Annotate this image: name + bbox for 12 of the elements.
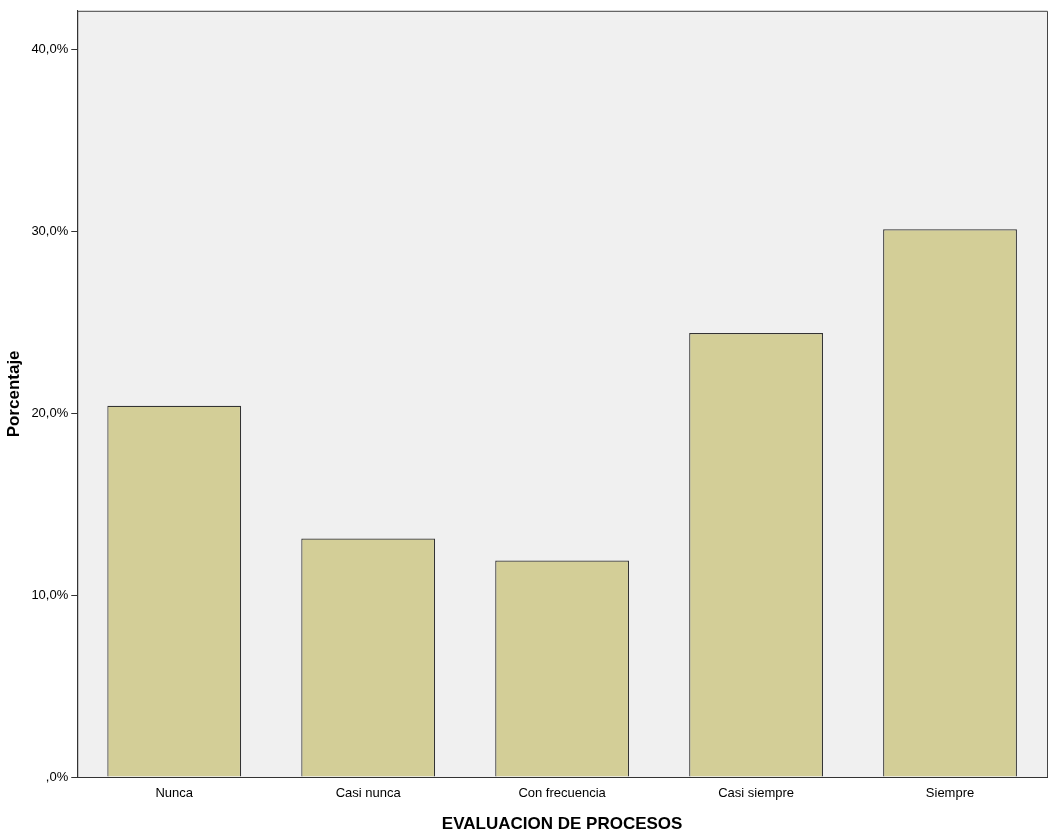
x-tick-label: Casi nunca bbox=[335, 785, 402, 801]
y-tick-label: 20,0% bbox=[31, 404, 69, 420]
y-axis-title: Porcentaje bbox=[3, 350, 23, 438]
x-tick-label: Siempre bbox=[925, 785, 975, 801]
y-tick-label: ,0% bbox=[45, 768, 69, 784]
y-tick-label: 10,0% bbox=[31, 586, 69, 602]
x-tick-label: Nunca bbox=[155, 785, 194, 801]
x-tick-label: Casi siempre bbox=[718, 785, 795, 801]
x-axis-title: EVALUACION DE PROCESOS bbox=[441, 814, 683, 834]
x-tick-label: Con frecuencia bbox=[518, 785, 607, 801]
y-tick-label: 40,0% bbox=[31, 40, 69, 56]
y-tick-label: 30,0% bbox=[31, 222, 69, 238]
